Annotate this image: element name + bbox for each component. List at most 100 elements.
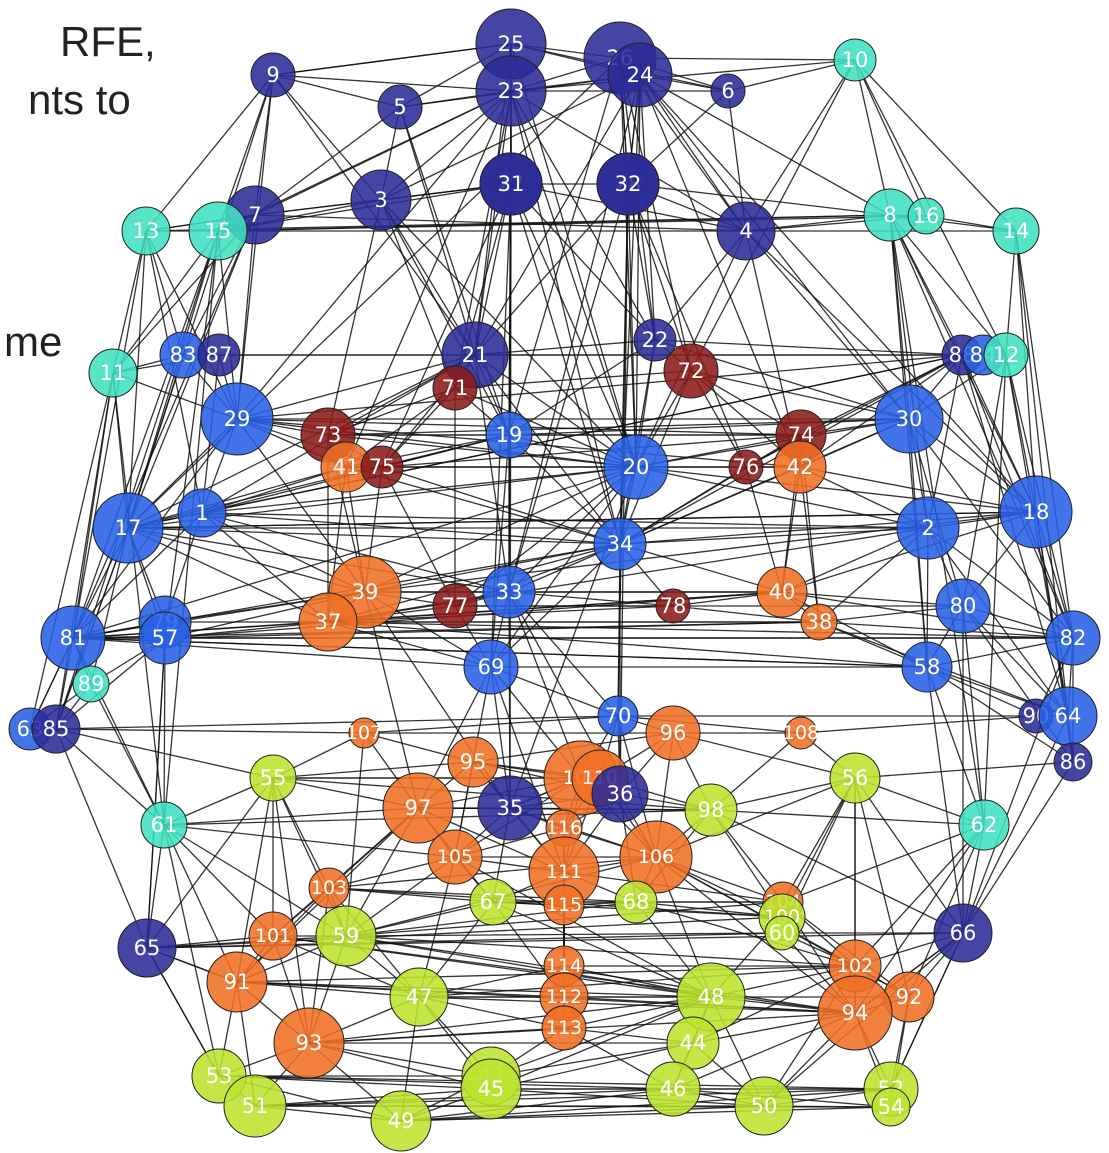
node-label: 80 [950, 594, 977, 618]
node-label: 96 [660, 721, 687, 745]
node-circle [633, 318, 677, 362]
node-label: 108 [783, 722, 819, 744]
graph-edge [490, 466, 637, 668]
node-circle [1053, 742, 1093, 782]
graph-node-33: 33 [482, 565, 536, 619]
graph-edge [474, 74, 641, 356]
node-circle [764, 915, 800, 951]
node-circle [784, 716, 818, 750]
graph-node-10: 10 [833, 38, 877, 82]
graph-edge [55, 728, 148, 949]
node-label: 34 [607, 532, 634, 556]
node-circle [684, 783, 738, 837]
graph-edge [635, 466, 1037, 513]
graph-node-58: 58 [901, 641, 953, 693]
node-label: 49 [388, 1109, 415, 1133]
node-label: 60 [769, 921, 796, 945]
graph-node-69: 69 [463, 639, 519, 695]
node-label: 94 [842, 1001, 869, 1025]
node-label: 12 [993, 343, 1020, 367]
graph-edge [364, 591, 419, 809]
node-label: 82 [1060, 626, 1087, 650]
node-label: 45 [478, 1077, 505, 1101]
node-label: 5 [393, 95, 406, 119]
graph-edge [927, 527, 1069, 717]
node-circle [432, 365, 478, 411]
graph-edge [381, 466, 621, 545]
graph-node-20: 20 [603, 434, 669, 500]
graph-node-113: 113 [541, 1005, 587, 1051]
graph-node-15: 15 [188, 201, 248, 261]
graph-node-2: 2 [896, 496, 960, 560]
graph-edge [627, 183, 891, 216]
node-label: 89 [78, 672, 105, 696]
graph-node-65: 65 [117, 918, 177, 978]
graph-node-37: 37 [298, 592, 358, 652]
node-circle [360, 445, 404, 489]
graph-node-3: 3 [350, 169, 412, 231]
graph-edge [327, 621, 928, 668]
graph-node-46: 46 [645, 1061, 701, 1117]
graph-node-19: 19 [485, 411, 533, 459]
graph-edge [962, 637, 1074, 934]
node-circle [901, 641, 953, 693]
graph-edge [474, 354, 621, 545]
node-circle [31, 704, 81, 754]
graph-edge [745, 230, 910, 420]
graph-edge [727, 59, 856, 92]
graph-edge [201, 512, 621, 545]
graph-edge [854, 777, 910, 998]
graph-edge [635, 901, 783, 918]
node-circle [250, 52, 296, 98]
graph-node-64: 64 [1038, 686, 1098, 746]
graph-edge [327, 434, 637, 468]
node-circle [829, 752, 881, 804]
graph-edge [672, 732, 856, 779]
graph-edge [163, 807, 419, 826]
node-circle [734, 1076, 794, 1136]
node-circle [377, 84, 423, 130]
node-circle [348, 717, 380, 749]
graph-edge [710, 809, 964, 934]
graph-node-93: 93 [273, 1007, 345, 1079]
node-label: 17 [115, 516, 142, 540]
node-label: 50 [751, 1094, 778, 1118]
node-circle [800, 603, 838, 641]
node-circle [999, 475, 1073, 549]
node-label: 87 [206, 343, 233, 367]
graph-node-4: 4 [716, 201, 776, 261]
graph-edge [163, 824, 456, 858]
node-label: 51 [242, 1094, 269, 1118]
graph-edge [127, 466, 347, 529]
node-label: 46 [660, 1077, 687, 1101]
graph-edge [799, 466, 1037, 513]
graph-edge [854, 761, 1074, 779]
graph-edge [201, 354, 963, 514]
node-circle [350, 169, 412, 231]
node-circle [593, 517, 647, 571]
graph-edge [619, 466, 801, 545]
node-label: 68 [623, 890, 650, 914]
graph-edge [474, 354, 510, 593]
graph-edge [29, 372, 114, 730]
node-label: 72 [678, 359, 705, 383]
node-circle [907, 197, 945, 235]
graph-edge [72, 230, 147, 639]
graph-edge [218, 1075, 674, 1090]
graph-edge [236, 418, 637, 468]
node-label: 37 [315, 610, 342, 634]
graph-edge [146, 637, 166, 949]
node-circle [121, 206, 171, 256]
node-circle [92, 492, 164, 564]
node-circle [614, 880, 658, 924]
graph-node-38: 38 [800, 603, 838, 641]
graph-node-23: 23 [475, 55, 547, 127]
node-circle [874, 384, 944, 454]
graph-edge [454, 370, 692, 389]
node-circle [933, 903, 993, 963]
text-fragment-2: nts to [28, 76, 131, 123]
node-circle [958, 799, 1010, 851]
graph-node-86: 86 [1053, 742, 1093, 782]
graph-edge [72, 214, 256, 639]
graph-edge [745, 59, 856, 232]
